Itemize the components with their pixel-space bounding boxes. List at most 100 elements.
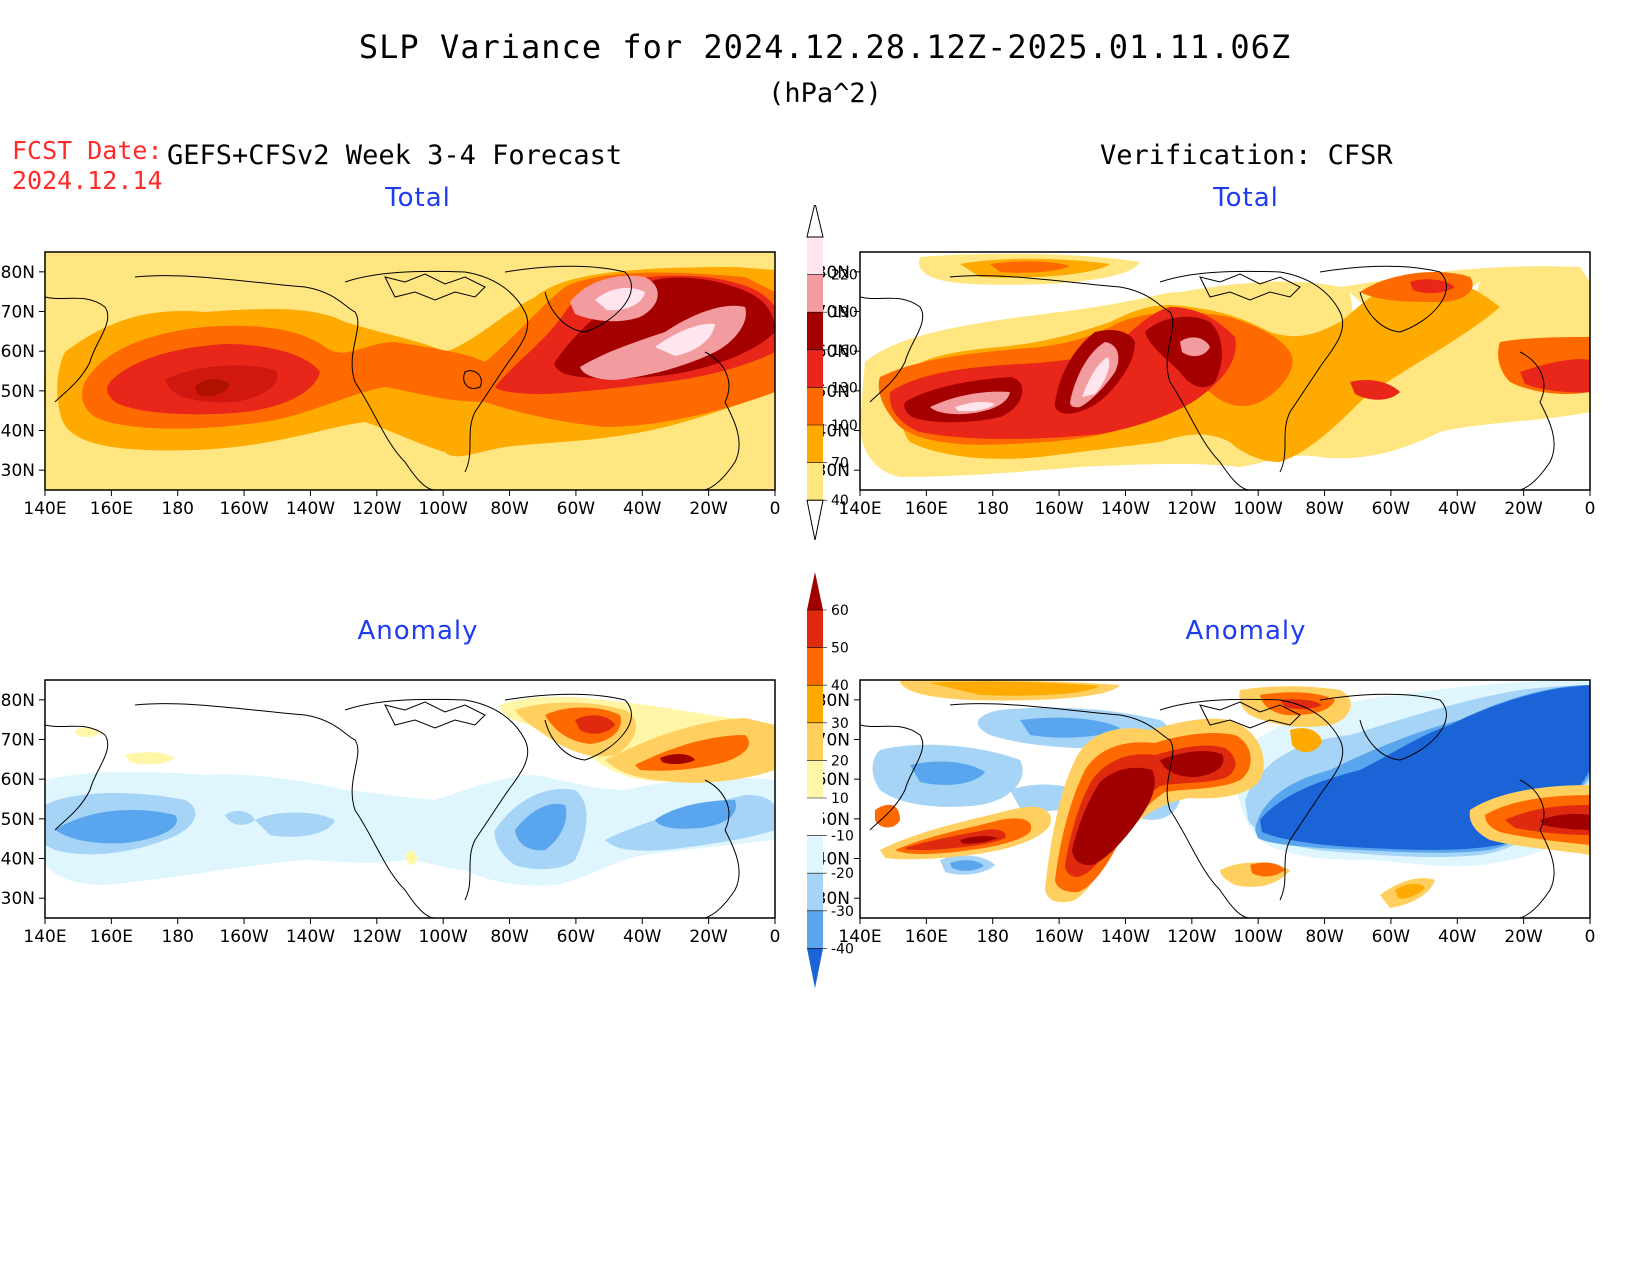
lon-tick-label: 40W bbox=[1438, 927, 1477, 947]
lon-tick-label: 60W bbox=[1372, 927, 1411, 947]
anomaly-colorbar-label: 30 bbox=[831, 716, 849, 732]
lon-tick-label: 20W bbox=[1504, 499, 1543, 519]
anomaly-colorbar-label: -20 bbox=[831, 866, 854, 882]
anomaly-colorbar-segment bbox=[807, 760, 823, 798]
anomaly-colorbar-label: 10 bbox=[831, 791, 849, 807]
fcst-date-value: 2024.12.14 bbox=[12, 166, 163, 195]
lon-tick-label: 0 bbox=[1585, 927, 1596, 947]
anomaly-colorbar-segment bbox=[807, 910, 823, 949]
lon-tick-label: 0 bbox=[770, 927, 781, 947]
lon-tick-label: 160E bbox=[90, 927, 133, 947]
verif-anomaly-coastlines bbox=[859, 693, 1555, 919]
lon-tick-label: 40W bbox=[623, 499, 662, 519]
lat-tick-label: 50N bbox=[1, 810, 35, 830]
lat-tick-label: 80N bbox=[1, 691, 35, 711]
lat-tick-label: 70N bbox=[816, 731, 850, 751]
anomaly-colorbar-segment bbox=[807, 722, 823, 761]
lon-tick-label: 140W bbox=[286, 499, 335, 519]
anomaly-colorbar-segment bbox=[807, 798, 823, 836]
lon-tick-label: 80W bbox=[490, 927, 529, 947]
anomaly-colorbar: 60 50 40 30 20 10 -10 -20 -30 -40 bbox=[807, 572, 854, 989]
anomaly-colorbar-max-arrow bbox=[807, 572, 823, 610]
lon-tick-label: 180 bbox=[162, 499, 194, 519]
anomaly-colorbar-label: -40 bbox=[831, 941, 854, 957]
lon-tick-label: 20W bbox=[1504, 927, 1543, 947]
lat-tick-label: 80N bbox=[1, 263, 35, 283]
total-colorbar-label: 190 bbox=[831, 305, 858, 321]
total-colorbar-segment bbox=[807, 349, 823, 388]
lon-tick-label: 80W bbox=[1305, 927, 1344, 947]
lon-tick-label: 80W bbox=[1305, 499, 1344, 519]
lat-tick-label: 50N bbox=[816, 382, 850, 402]
verif-total-lon-axis: 140E 160E 180 160W 140W 120W 100W 80W 60W 40W 20W 0 bbox=[838, 490, 1595, 519]
lon-tick-label: 40W bbox=[623, 927, 662, 947]
lon-tick-label: 160W bbox=[1034, 927, 1083, 947]
fcst-anomaly-lat-axis: 80N 70N 60N 50N 40N 30N bbox=[1, 691, 45, 909]
lon-tick-label: 140E bbox=[838, 927, 881, 947]
lon-tick-label: 80W bbox=[490, 499, 529, 519]
verif-anomaly-map: 80N 70N 60N 50N 40N 30N 140E 160E 180 160W 140W 12… bbox=[816, 679, 1596, 947]
lat-tick-label: 60N bbox=[816, 342, 850, 362]
total-colorbar-segment bbox=[807, 425, 823, 463]
total-colorbar-label: 40 bbox=[831, 493, 849, 509]
main-subtitle: (hPa^2) bbox=[768, 78, 882, 109]
fcst-date-caption: FCST Date: bbox=[12, 136, 163, 165]
lon-tick-label: 160W bbox=[219, 499, 268, 519]
verif-total-fields bbox=[860, 253, 1590, 477]
fcst-date-label: FCST Date: 2024.12.14 bbox=[12, 136, 163, 196]
lon-tick-label: 0 bbox=[770, 499, 781, 519]
anomaly-colorbar-label: -30 bbox=[831, 904, 854, 920]
total-colorbar-segment bbox=[807, 462, 823, 501]
lon-tick-label: 160W bbox=[1034, 499, 1083, 519]
lat-tick-label: 30N bbox=[816, 461, 850, 481]
lon-tick-label: 160E bbox=[905, 927, 948, 947]
fcst-anomaly-title: Anomaly bbox=[357, 616, 479, 646]
lat-tick-label: 30N bbox=[816, 889, 850, 909]
verification-heading: Verification: CFSR bbox=[1100, 140, 1393, 171]
total-colorbar-min-arrow bbox=[806, 499, 824, 540]
lat-tick-label: 50N bbox=[1, 382, 35, 402]
anomaly-colorbar-label: 50 bbox=[831, 641, 849, 657]
fcst-total-title: Total bbox=[385, 183, 451, 213]
lon-tick-label: 120W bbox=[352, 499, 401, 519]
anomaly-colorbar-label: -10 bbox=[831, 829, 854, 845]
main-title: SLP Variance for 2024.12.28.12Z-2025.01.… bbox=[358, 28, 1292, 66]
lon-tick-label: 120W bbox=[1167, 927, 1216, 947]
total-colorbar-label: 70 bbox=[831, 456, 849, 472]
total-colorbar-label: 100 bbox=[831, 418, 858, 434]
lat-tick-label: 40N bbox=[816, 850, 850, 870]
lat-tick-label: 60N bbox=[1, 770, 35, 790]
anomaly-colorbar-min-arrow bbox=[807, 948, 823, 989]
lon-tick-label: 160W bbox=[219, 927, 268, 947]
lat-tick-label: 70N bbox=[1, 731, 35, 751]
lon-tick-label: 100W bbox=[1234, 499, 1283, 519]
total-colorbar-label: 130 bbox=[831, 380, 858, 396]
lat-tick-label: 60N bbox=[816, 770, 850, 790]
lon-tick-label: 180 bbox=[162, 927, 194, 947]
anomaly-colorbar-segment bbox=[807, 610, 823, 648]
lon-tick-label: 60W bbox=[557, 499, 596, 519]
lon-tick-label: 100W bbox=[1234, 927, 1283, 947]
anomaly-colorbar-segment bbox=[807, 647, 823, 686]
lat-tick-label: 80N bbox=[816, 691, 850, 711]
lon-tick-label: 0 bbox=[1585, 499, 1596, 519]
anomaly-colorbar-label: 60 bbox=[831, 603, 849, 619]
verif-total-coastlines bbox=[859, 265, 1555, 491]
verif-anomaly-fields bbox=[872, 680, 1590, 908]
lon-tick-label: 20W bbox=[689, 499, 728, 519]
total-colorbar-segment bbox=[807, 274, 823, 313]
verif-total-lat-axis: 80N 70N 60N 50N 40N 30N bbox=[816, 263, 860, 481]
lat-tick-label: 70N bbox=[816, 303, 850, 323]
lon-tick-label: 160E bbox=[90, 499, 133, 519]
lat-tick-label: 50N bbox=[816, 810, 850, 830]
lon-tick-label: 120W bbox=[352, 927, 401, 947]
fcst-anomaly-coastlines bbox=[44, 693, 740, 919]
fcst-anomaly-lon-axis: 140E 160E 180 160W 140W 120W 100W 80W 60W 40W 20W 0 bbox=[23, 918, 780, 947]
lon-tick-label: 180 bbox=[977, 499, 1009, 519]
lon-tick-label: 100W bbox=[419, 499, 468, 519]
total-colorbar-max-arrow bbox=[806, 205, 824, 238]
total-colorbar-label: 220 bbox=[831, 268, 858, 284]
anomaly-colorbar-segment bbox=[807, 835, 823, 874]
lon-tick-label: 40W bbox=[1438, 499, 1477, 519]
fcst-total-map: 80N 70N 60N 50N 40N 30N 140E 160E 180 160W 140W 12… bbox=[1, 251, 781, 519]
